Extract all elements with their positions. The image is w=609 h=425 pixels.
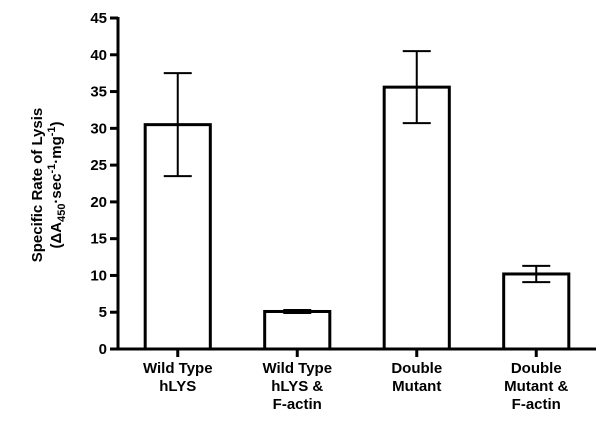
category-label-0: Wild Type hLYS <box>143 360 213 395</box>
y-tick-label-7: 35 <box>90 84 107 101</box>
y-tick-label-9: 45 <box>90 10 107 27</box>
bars <box>143 85 571 351</box>
y-tick-label-3: 15 <box>90 231 107 248</box>
y-tick-label-1: 5 <box>99 304 107 321</box>
y-tick-label-0: 0 <box>99 341 107 358</box>
category-label-1: Wild Type hLYS & F-actin <box>262 360 332 413</box>
category-label-3: Double Mutant & F-actin <box>504 360 568 413</box>
y-tick-label-8: 40 <box>90 47 107 64</box>
bar-1 <box>263 309 332 351</box>
y-axis: 0 5 10 15 20 25 30 35 40 45 <box>90 10 120 358</box>
y-axis-title: Specific Rate of Lysis (ΔA450·sec-1·mg-1… <box>29 108 68 263</box>
bar-2 <box>382 85 451 351</box>
bar-0 <box>143 123 212 351</box>
error-bars <box>163 50 551 314</box>
y-axis-title-line1: Specific Rate of Lysis <box>29 108 46 263</box>
y-tick-label-5: 25 <box>90 157 107 174</box>
y-tick-label-6: 30 <box>90 120 107 137</box>
category-labels: Wild Type hLYS Wild Type hLYS & F-actin Doubl… <box>143 360 569 413</box>
y-tick-label-4: 20 <box>90 194 107 211</box>
y-axis-title-line2: (ΔA450·sec-1·mg-1) <box>46 121 68 248</box>
bar-3 <box>502 272 571 351</box>
y-tick-label-2: 10 <box>90 267 107 284</box>
category-label-2: Double Mutant <box>391 360 442 395</box>
